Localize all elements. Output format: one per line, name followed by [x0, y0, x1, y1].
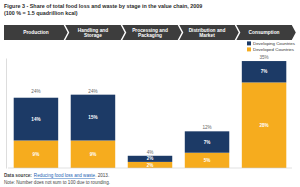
- bar-segment: [71, 95, 115, 141]
- total-label: 12%: [202, 125, 211, 130]
- bar-segment: [242, 61, 286, 82]
- x-tick-label: Handling andStorage: [78, 28, 108, 38]
- x-axis: Production Handling andStorage Processing …: [9, 28, 293, 38]
- data-label: 9%: [90, 152, 97, 157]
- x-tick: Handling andStorage: [78, 28, 108, 38]
- source-label: Data source:: [4, 173, 32, 178]
- total-label: 24%: [31, 89, 40, 94]
- total-label: 35%: [259, 55, 268, 60]
- data-labels: 9% 9% 2% 5% 28% 14% 15% 2% 7% 7% 24% 24% 4% 12% 35%: [31, 55, 268, 167]
- x-tick: Processing andPackaging: [132, 28, 168, 38]
- x-tick: Distribution andMarket: [189, 28, 226, 38]
- source-suffix: . 2013.: [95, 173, 109, 178]
- data-label: 28%: [259, 123, 268, 128]
- bar-segment: [242, 82, 286, 168]
- total-label: 24%: [88, 89, 97, 94]
- data-label: 7%: [261, 69, 268, 74]
- stage-arrows: [4, 25, 296, 40]
- chart: Figure 3 - Share of total food loss and …: [0, 0, 300, 187]
- x-tick-label: Consumption: [249, 30, 280, 35]
- title: Figure 3 - Share of total food loss and …: [4, 3, 202, 9]
- data-label: 5%: [204, 158, 211, 163]
- legend-swatch: [247, 41, 251, 45]
- note: Note: Number does not sum to 100 due to …: [4, 180, 110, 185]
- data-label: 2%: [147, 163, 154, 168]
- y-axis-line: [6, 59, 7, 169]
- data-label: 15%: [88, 115, 97, 120]
- stage-arrow: [236, 25, 295, 40]
- bar-segment: [71, 141, 115, 169]
- x-tick-label: Distribution andMarket: [189, 28, 226, 38]
- total-label: 4%: [147, 150, 154, 155]
- bar-segment: [185, 153, 229, 168]
- stage-arrow: [179, 25, 238, 40]
- legend-label: Developed Countries: [253, 47, 295, 52]
- subtitle: (100 % = 1.5 quadrillion kcal): [4, 10, 78, 16]
- baseline: [8, 168, 292, 169]
- x-tick-label: Production: [23, 30, 48, 35]
- bar-segment: [185, 131, 229, 152]
- data-label: 2%: [147, 156, 154, 161]
- legend: Developing CountriesDeveloped Countries: [247, 41, 296, 52]
- bars: [14, 61, 287, 168]
- stage-arrow: [65, 25, 124, 40]
- bar-segment: [14, 98, 58, 141]
- x-tick: Consumption: [249, 30, 280, 35]
- y-axis: [6, 59, 7, 169]
- bar-segment: [128, 156, 172, 162]
- stage-arrow: [4, 25, 68, 40]
- x-tick-label: Processing andPackaging: [132, 28, 168, 38]
- source: Data source:Reducing food loss and waste…: [4, 173, 109, 178]
- legend-swatch: [247, 47, 251, 51]
- legend-label: Developing Countries: [253, 41, 296, 46]
- data-label: 7%: [204, 140, 211, 145]
- x-tick: Production: [23, 30, 48, 35]
- bar-segment: [14, 141, 58, 169]
- data-label: 9%: [33, 152, 40, 157]
- source-link: Reducing food loss and waste: [34, 173, 96, 178]
- data-label: 14%: [31, 117, 40, 122]
- stage-arrow: [122, 25, 181, 40]
- bar-segment: [128, 162, 172, 168]
